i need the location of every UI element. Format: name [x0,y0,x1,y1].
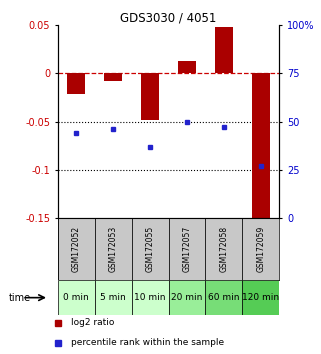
Text: GSM172057: GSM172057 [182,226,192,272]
Bar [215,27,233,73]
Bar [242,218,279,280]
Bar [58,280,95,315]
Text: 120 min: 120 min [242,293,279,302]
Text: 60 min: 60 min [208,293,240,302]
Bar [242,280,279,315]
Bar [169,280,205,315]
Title: GDS3030 / 4051: GDS3030 / 4051 [120,12,217,25]
Text: GSM172052: GSM172052 [72,226,81,272]
Bar [104,73,122,81]
Text: 20 min: 20 min [171,293,203,302]
Bar [169,218,205,280]
Text: 0 min: 0 min [63,293,89,302]
Text: GSM172059: GSM172059 [256,226,265,272]
Bar [132,218,169,280]
Text: 5 min: 5 min [100,293,126,302]
Bar [141,73,159,120]
Text: time: time [9,293,31,303]
Text: percentile rank within the sample: percentile rank within the sample [71,338,224,347]
Bar [95,218,132,280]
Bar [95,280,132,315]
Bar [205,218,242,280]
Text: GSM172053: GSM172053 [108,226,118,272]
Bar [132,280,169,315]
Bar [67,73,85,95]
Bar [178,61,196,73]
Bar [205,280,242,315]
Bar [252,73,270,223]
Text: GSM172058: GSM172058 [219,226,229,272]
Text: GSM172055: GSM172055 [145,226,155,272]
Bar [58,218,95,280]
Text: log2 ratio: log2 ratio [71,319,115,327]
Text: 10 min: 10 min [134,293,166,302]
